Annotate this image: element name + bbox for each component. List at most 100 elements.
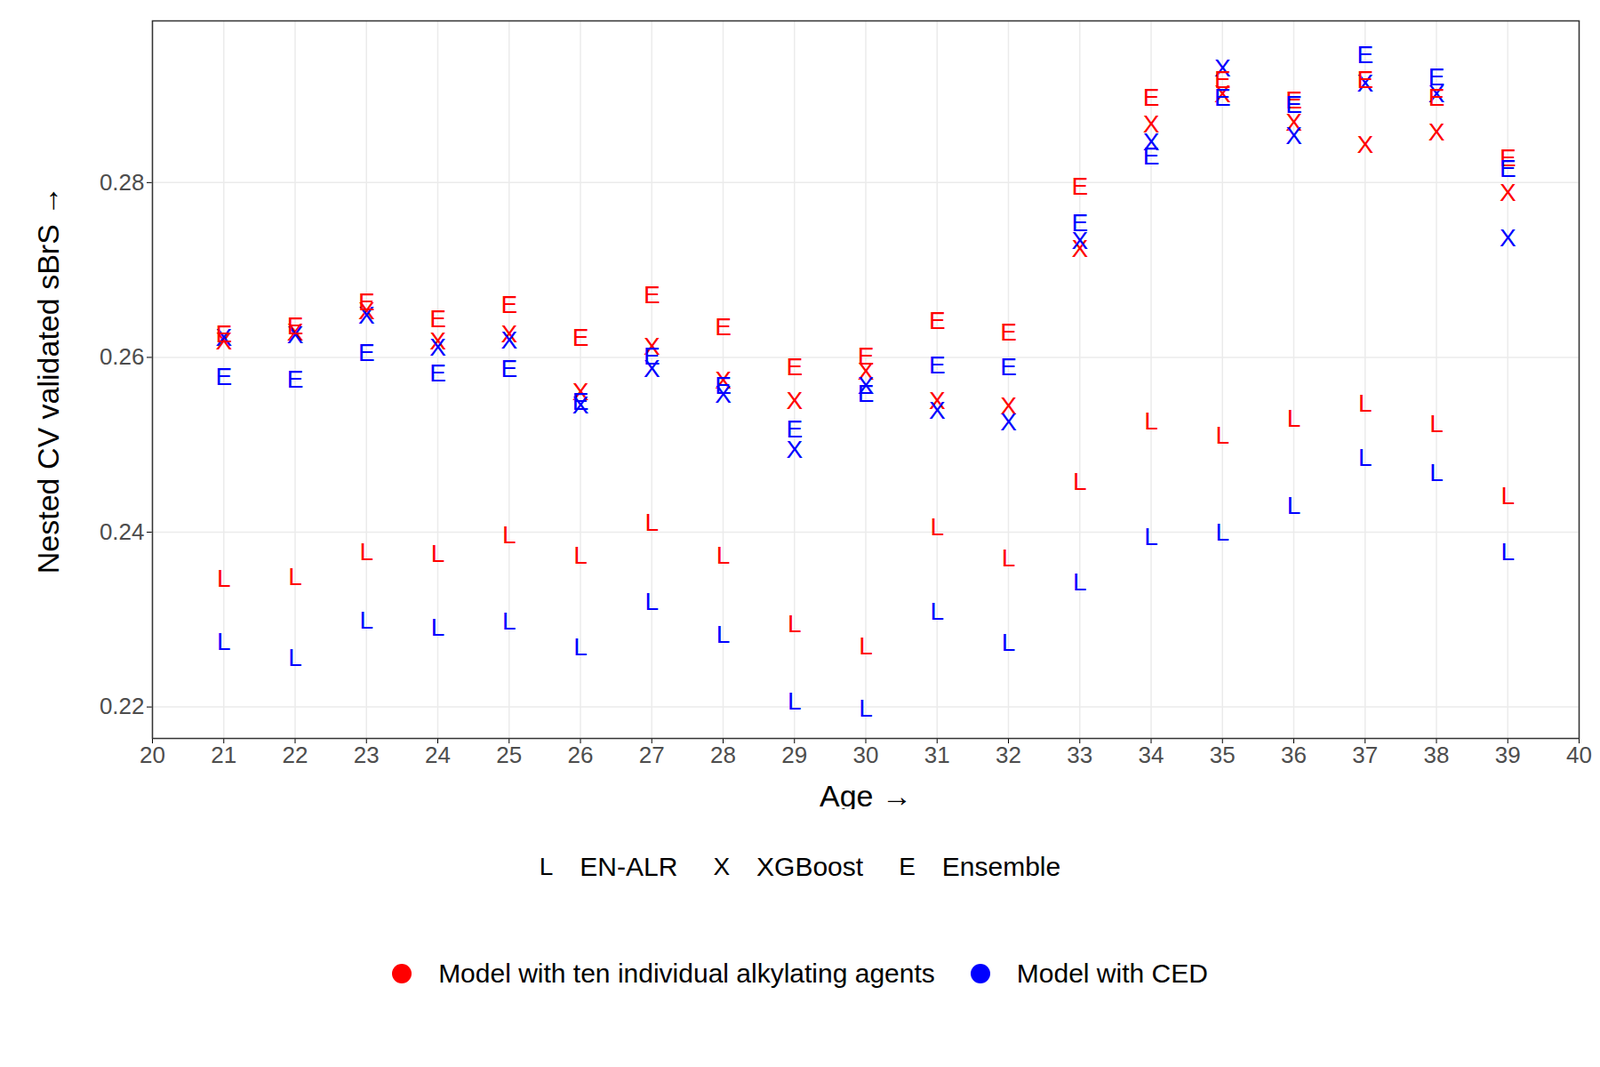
- svg-text:L: L: [1429, 409, 1444, 438]
- svg-text:L: L: [1358, 443, 1373, 472]
- svg-text:X: X: [1000, 408, 1017, 436]
- svg-text:25: 25: [496, 741, 522, 768]
- svg-text:L: L: [431, 539, 446, 568]
- svg-text:Nested CV validated sBrS →: Nested CV validated sBrS →: [31, 185, 65, 575]
- svg-text:Age →: Age →: [819, 778, 912, 810]
- svg-text:E: E: [714, 371, 732, 400]
- svg-text:E: E: [1428, 63, 1446, 91]
- svg-text:36: 36: [1280, 741, 1307, 768]
- svg-text:40: 40: [1566, 741, 1592, 768]
- svg-text:39: 39: [1495, 741, 1521, 768]
- svg-text:26: 26: [568, 741, 594, 768]
- svg-text:37: 37: [1352, 741, 1378, 768]
- svg-text:E: E: [1356, 40, 1374, 69]
- svg-text:L: L: [359, 606, 374, 634]
- svg-text:E: E: [785, 415, 803, 443]
- svg-text:E: E: [928, 351, 946, 379]
- svg-text:L: L: [1287, 404, 1302, 432]
- svg-text:L: L: [858, 632, 873, 660]
- svg-text:21: 21: [210, 741, 237, 768]
- svg-text:E: E: [1214, 83, 1232, 112]
- svg-text:31: 31: [924, 741, 951, 768]
- svg-text:L: L: [929, 512, 944, 541]
- svg-text:E: E: [1071, 208, 1088, 237]
- svg-text:E: E: [1356, 65, 1374, 94]
- svg-text:L: L: [1144, 522, 1159, 551]
- svg-text:32: 32: [995, 741, 1022, 768]
- svg-text:L: L: [787, 609, 802, 638]
- svg-text:E: E: [1143, 142, 1160, 170]
- svg-text:L: L: [502, 520, 517, 549]
- svg-text:0.24: 0.24: [99, 518, 145, 545]
- svg-text:L: L: [1001, 628, 1016, 656]
- svg-text:0.26: 0.26: [99, 343, 145, 370]
- svg-text:E: E: [928, 306, 946, 335]
- svg-text:L: L: [502, 607, 517, 635]
- svg-text:E: E: [1000, 352, 1017, 381]
- svg-text:X: X: [1356, 130, 1374, 159]
- svg-text:E: E: [1499, 154, 1517, 183]
- svg-text:X: X: [1285, 121, 1303, 150]
- svg-text:E: E: [358, 288, 376, 316]
- svg-text:E: E: [572, 387, 590, 416]
- svg-text:E: E: [572, 323, 590, 352]
- svg-text:X: X: [928, 396, 946, 424]
- svg-text:E: E: [500, 354, 518, 383]
- svg-text:L: L: [1072, 467, 1088, 496]
- svg-text:L: L: [929, 597, 944, 625]
- svg-text:30: 30: [853, 741, 880, 768]
- svg-text:X: X: [785, 386, 803, 415]
- svg-text:0.28: 0.28: [99, 168, 145, 196]
- svg-text:X: X: [1499, 178, 1517, 207]
- svg-text:E: E: [1143, 83, 1160, 112]
- svg-text:L: L: [216, 564, 232, 592]
- svg-text:L: L: [1215, 421, 1230, 449]
- svg-text:28: 28: [710, 741, 736, 768]
- svg-text:E: E: [1071, 172, 1088, 200]
- svg-text:22: 22: [282, 741, 309, 768]
- svg-text:E: E: [287, 312, 304, 340]
- svg-text:L: L: [1500, 481, 1515, 510]
- svg-text:L: L: [1215, 518, 1230, 546]
- svg-text:X: X: [429, 333, 447, 361]
- svg-text:E: E: [429, 304, 447, 333]
- svg-text:E: E: [1000, 318, 1017, 346]
- svg-text:E: E: [429, 359, 447, 387]
- svg-text:E: E: [643, 280, 661, 309]
- svg-text:E: E: [1285, 90, 1303, 119]
- svg-text:E: E: [287, 365, 304, 393]
- svg-text:X: X: [1428, 118, 1446, 146]
- svg-text:L: L: [359, 537, 374, 566]
- svg-text:L: L: [644, 508, 659, 536]
- svg-text:L: L: [716, 620, 731, 648]
- svg-text:L: L: [216, 627, 232, 656]
- svg-text:23: 23: [353, 741, 380, 768]
- svg-text:E: E: [714, 312, 732, 341]
- svg-text:L: L: [1072, 568, 1088, 596]
- svg-text:35: 35: [1209, 741, 1236, 768]
- svg-text:33: 33: [1066, 741, 1093, 768]
- svg-text:L: L: [858, 694, 873, 722]
- svg-text:E: E: [857, 342, 875, 370]
- svg-text:0.22: 0.22: [99, 692, 145, 720]
- svg-text:L: L: [288, 562, 303, 591]
- svg-text:X: X: [500, 326, 518, 354]
- svg-text:L: L: [1500, 537, 1515, 566]
- svg-text:E: E: [215, 362, 232, 391]
- svg-text:L: L: [573, 632, 588, 661]
- svg-text:38: 38: [1424, 741, 1450, 768]
- svg-text:20: 20: [139, 741, 166, 768]
- svg-text:L: L: [644, 587, 659, 616]
- svg-text:L: L: [787, 687, 802, 715]
- svg-text:E: E: [643, 342, 661, 370]
- svg-text:L: L: [1358, 389, 1373, 417]
- svg-text:L: L: [431, 613, 446, 641]
- svg-text:L: L: [288, 643, 303, 672]
- svg-text:29: 29: [781, 741, 808, 768]
- svg-text:X: X: [1499, 224, 1517, 252]
- svg-text:E: E: [358, 338, 376, 367]
- svg-text:L: L: [1429, 458, 1444, 487]
- svg-text:24: 24: [424, 741, 451, 768]
- svg-text:L: L: [1001, 544, 1016, 572]
- svg-text:L: L: [1287, 491, 1302, 520]
